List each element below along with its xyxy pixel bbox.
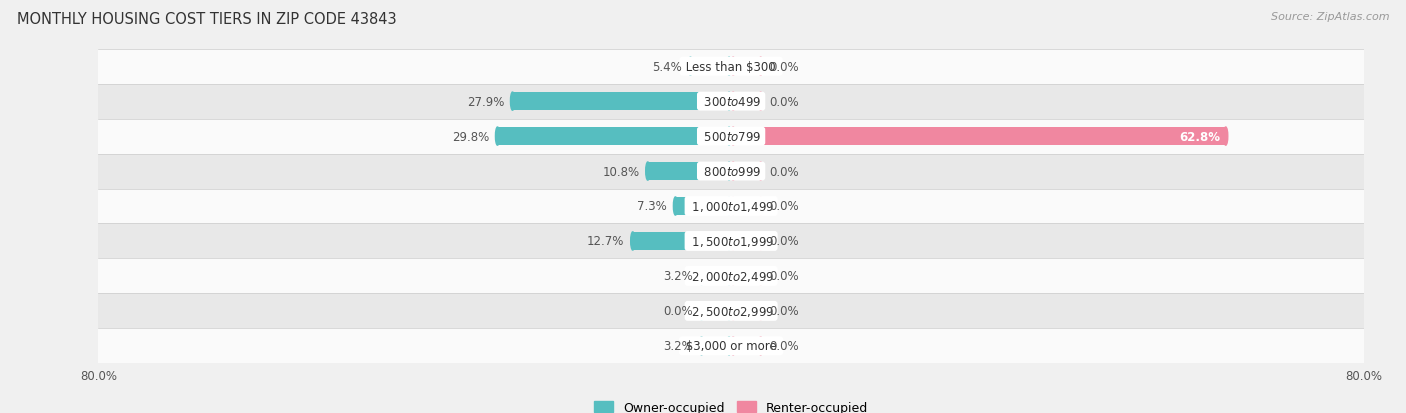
Circle shape xyxy=(689,58,693,76)
Circle shape xyxy=(731,163,735,181)
Text: 12.7%: 12.7% xyxy=(586,235,624,248)
Circle shape xyxy=(727,302,731,320)
Bar xyxy=(702,302,730,320)
Bar xyxy=(733,337,761,355)
Circle shape xyxy=(759,302,762,320)
Circle shape xyxy=(731,197,735,216)
Bar xyxy=(498,128,730,146)
Legend: Owner-occupied, Renter-occupied: Owner-occupied, Renter-occupied xyxy=(595,401,868,413)
Circle shape xyxy=(731,58,735,76)
Text: 3.2%: 3.2% xyxy=(664,339,693,352)
Circle shape xyxy=(731,337,735,355)
Text: $800 to $999: $800 to $999 xyxy=(700,165,762,178)
Text: 0.0%: 0.0% xyxy=(769,95,799,108)
Circle shape xyxy=(727,93,731,111)
Text: $3,000 or more: $3,000 or more xyxy=(682,339,780,352)
Bar xyxy=(733,93,761,111)
FancyBboxPatch shape xyxy=(83,259,1379,294)
Circle shape xyxy=(731,232,735,250)
Circle shape xyxy=(731,128,735,146)
Bar xyxy=(733,163,761,181)
Text: 0.0%: 0.0% xyxy=(664,305,693,318)
Circle shape xyxy=(727,128,731,146)
Text: 0.0%: 0.0% xyxy=(769,339,799,352)
Circle shape xyxy=(759,267,762,285)
Circle shape xyxy=(727,232,731,250)
Bar xyxy=(702,267,730,285)
Text: MONTHLY HOUSING COST TIERS IN ZIP CODE 43843: MONTHLY HOUSING COST TIERS IN ZIP CODE 4… xyxy=(17,12,396,27)
Circle shape xyxy=(645,163,650,181)
Text: $2,500 to $2,999: $2,500 to $2,999 xyxy=(688,304,775,318)
Bar xyxy=(675,197,730,216)
Bar xyxy=(733,128,1226,146)
Text: 0.0%: 0.0% xyxy=(769,61,799,74)
Circle shape xyxy=(727,337,731,355)
Circle shape xyxy=(699,267,703,285)
Text: $1,000 to $1,499: $1,000 to $1,499 xyxy=(688,199,775,214)
Circle shape xyxy=(699,302,703,320)
FancyBboxPatch shape xyxy=(83,329,1379,363)
Circle shape xyxy=(1223,128,1227,146)
Text: Less than $300: Less than $300 xyxy=(682,61,780,74)
FancyBboxPatch shape xyxy=(83,189,1379,224)
Text: $300 to $499: $300 to $499 xyxy=(700,95,762,108)
Text: 27.9%: 27.9% xyxy=(467,95,505,108)
Text: 5.4%: 5.4% xyxy=(652,61,682,74)
Circle shape xyxy=(731,302,735,320)
Bar xyxy=(513,93,730,111)
Bar xyxy=(648,163,730,181)
Circle shape xyxy=(727,197,731,216)
Circle shape xyxy=(699,337,703,355)
Text: 7.3%: 7.3% xyxy=(637,200,666,213)
Text: 29.8%: 29.8% xyxy=(451,130,489,143)
Circle shape xyxy=(727,267,731,285)
Circle shape xyxy=(495,128,499,146)
Bar xyxy=(733,197,761,216)
FancyBboxPatch shape xyxy=(83,119,1379,154)
Text: 10.8%: 10.8% xyxy=(602,165,640,178)
Circle shape xyxy=(731,93,735,111)
FancyBboxPatch shape xyxy=(83,294,1379,329)
Circle shape xyxy=(727,58,731,76)
FancyBboxPatch shape xyxy=(83,50,1379,84)
Text: $2,000 to $2,499: $2,000 to $2,499 xyxy=(688,269,775,283)
Text: Source: ZipAtlas.com: Source: ZipAtlas.com xyxy=(1271,12,1389,22)
Circle shape xyxy=(673,197,678,216)
FancyBboxPatch shape xyxy=(83,154,1379,189)
Circle shape xyxy=(759,93,762,111)
Bar xyxy=(690,58,730,76)
Circle shape xyxy=(759,163,762,181)
Circle shape xyxy=(510,93,515,111)
Text: $1,500 to $1,999: $1,500 to $1,999 xyxy=(688,235,775,248)
Circle shape xyxy=(759,197,762,216)
Bar xyxy=(702,337,730,355)
Text: 0.0%: 0.0% xyxy=(769,165,799,178)
FancyBboxPatch shape xyxy=(83,84,1379,119)
Text: 0.0%: 0.0% xyxy=(769,235,799,248)
Text: 3.2%: 3.2% xyxy=(664,270,693,283)
Circle shape xyxy=(631,232,634,250)
Bar xyxy=(733,58,761,76)
Circle shape xyxy=(731,267,735,285)
Circle shape xyxy=(759,58,762,76)
FancyBboxPatch shape xyxy=(83,224,1379,259)
Circle shape xyxy=(759,232,762,250)
Circle shape xyxy=(759,337,762,355)
Bar xyxy=(733,232,761,250)
Text: 0.0%: 0.0% xyxy=(769,270,799,283)
Bar xyxy=(633,232,730,250)
Text: 0.0%: 0.0% xyxy=(769,305,799,318)
Bar xyxy=(733,302,761,320)
Text: 62.8%: 62.8% xyxy=(1178,130,1220,143)
Text: 0.0%: 0.0% xyxy=(769,200,799,213)
Text: $500 to $799: $500 to $799 xyxy=(700,130,762,143)
Bar xyxy=(733,267,761,285)
Circle shape xyxy=(727,163,731,181)
